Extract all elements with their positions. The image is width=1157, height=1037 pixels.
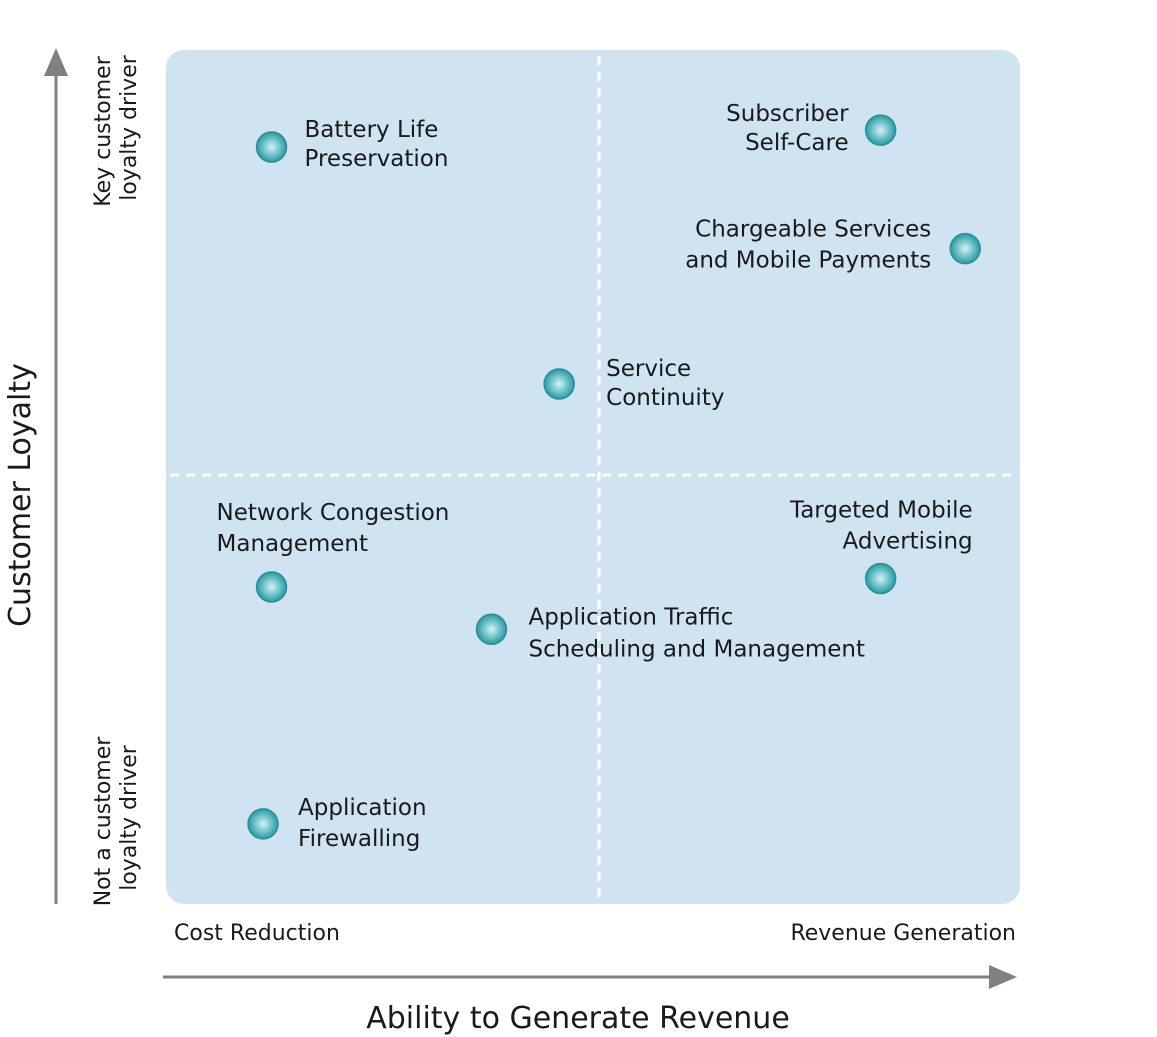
- y-axis-high-label-line-2: loyalty driver: [117, 54, 142, 201]
- y-axis-arrowhead: [44, 48, 68, 76]
- data-point: [864, 562, 897, 595]
- data-point-label-line: Application: [298, 795, 427, 821]
- data-point-label-line: Network Congestion: [217, 500, 450, 526]
- data-point-label-line: Self-Care: [745, 130, 849, 156]
- x-axis-low-label: Cost Reduction: [174, 921, 340, 946]
- x-axis-arrowhead: [989, 965, 1017, 989]
- data-point: [949, 232, 981, 265]
- data-point-label-line: Service: [606, 356, 691, 382]
- data-point-label: Chargeable Services and Mobile Payments: [685, 217, 931, 274]
- x-axis-high-label: Revenue Generation: [790, 921, 1016, 946]
- data-point-label-line: Management: [217, 531, 369, 557]
- data-point-label-line: Subscriber: [726, 101, 849, 127]
- data-point-label-line: Application Traffic: [528, 604, 733, 630]
- x-axis-title: Ability to Generate Revenue: [366, 1001, 790, 1036]
- data-point: [543, 368, 575, 400]
- data-point: [255, 571, 288, 603]
- data-point-label-line: Advertising: [843, 529, 973, 555]
- y-axis-high-label: Key customer loyalty driver: [91, 49, 142, 206]
- y-axis-low-label-line-1: Not a customer: [91, 736, 116, 907]
- data-point-label: Application Traffic Scheduling and Manage…: [528, 604, 865, 662]
- data-point-label: Application Firewalling: [298, 795, 427, 852]
- data-point: [247, 808, 279, 840]
- data-point-label: Service Continuity: [606, 356, 724, 411]
- data-point-label-line: Chargeable Services: [695, 217, 931, 243]
- y-axis-title: Customer Loyalty: [3, 363, 38, 627]
- y-axis-high-label-line-1: Key customer: [91, 55, 116, 206]
- data-point-label: Network Congestion Management: [217, 500, 450, 557]
- data-point-label: Subscriber Self-Care: [726, 101, 849, 156]
- data-points: Battery Life Preservation Subscriber Self-C…: [217, 101, 981, 852]
- y-axis-low-label: Not a customer loyalty driver: [91, 730, 142, 907]
- data-point-label-line: Preservation: [305, 146, 449, 172]
- data-point: [864, 114, 897, 146]
- y-axis-low-label-line-2: loyalty driver: [117, 744, 142, 891]
- data-point: [255, 131, 288, 163]
- data-point: [475, 613, 508, 646]
- data-point-label: Battery Life Preservation: [305, 117, 449, 172]
- data-point-label-line: Continuity: [606, 385, 724, 411]
- data-point-label-line: and Mobile Payments: [685, 248, 931, 274]
- plot-background: [166, 50, 1020, 904]
- data-point-label-line: Battery Life: [305, 117, 439, 143]
- data-point-label: Targeted Mobile Advertising: [789, 498, 973, 555]
- data-point-label-line: Scheduling and Management: [528, 636, 865, 662]
- data-point-label-line: Targeted Mobile: [789, 498, 973, 524]
- data-point-label-line: Firewalling: [298, 826, 420, 852]
